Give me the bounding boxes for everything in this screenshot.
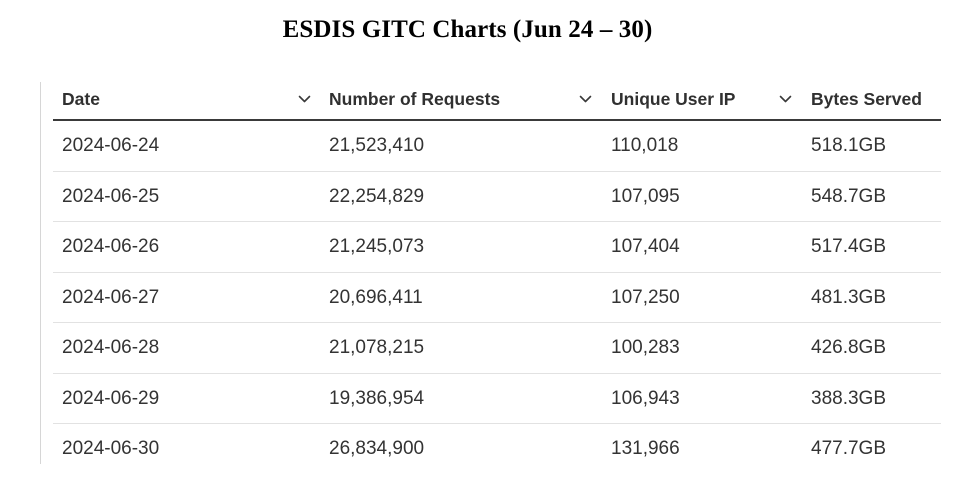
page-title: ESDIS GITC Charts (Jun 24 – 30) (282, 16, 653, 43)
cell-bytes: 477.7GB (811, 438, 886, 459)
column-header-bytes[interactable]: Bytes Served (811, 89, 922, 109)
chevron-down-icon[interactable] (579, 80, 593, 119)
cell-requests: 21,245,073 (329, 236, 425, 257)
cell-bytes: 548.7GB (811, 185, 886, 207)
cell-unique-ip: 107,404 (611, 236, 680, 257)
table-row: 2024-06-25 22,254,829 107,095 548.7GB (53, 172, 941, 222)
table-row: 2024-06-28 21,078,215 100,283 426.8GB (53, 323, 941, 374)
cell-requests: 21,523,410 (329, 135, 425, 156)
cell-date: 2024-06-25 (62, 185, 160, 207)
cell-date: 2024-06-24 (62, 135, 160, 156)
table-header: Date Number of Requests Unique User IP B… (53, 80, 941, 121)
column-header-requests[interactable]: Number of Requests (329, 89, 501, 109)
cell-bytes: 518.1GB (811, 135, 886, 156)
cell-requests: 22,254,829 (329, 185, 425, 207)
cell-unique-ip: 106,943 (611, 387, 680, 409)
cell-requests: 26,834,900 (329, 438, 425, 459)
table-row: 2024-06-26 21,245,073 107,404 517.4GB (53, 222, 941, 273)
cell-unique-ip: 100,283 (611, 337, 680, 358)
cell-bytes: 481.3GB (811, 286, 886, 308)
cell-requests: 20,696,411 (329, 286, 423, 308)
column-header-date[interactable]: Date (62, 89, 100, 109)
stats-table: Date Number of Requests Unique User IP B… (53, 80, 941, 474)
cell-unique-ip: 107,250 (611, 286, 680, 308)
cell-bytes: 426.8GB (811, 337, 886, 358)
column-header-unique-ip[interactable]: Unique User IP (611, 89, 736, 109)
table-row: 2024-06-27 20,696,411 107,250 481.3GB (53, 273, 941, 323)
cell-date: 2024-06-29 (62, 387, 160, 409)
cell-bytes: 388.3GB (811, 387, 886, 409)
cell-unique-ip: 131,966 (611, 438, 680, 459)
cell-date: 2024-06-28 (62, 337, 160, 358)
table-row: 2024-06-30 26,834,900 131,966 477.7GB (53, 424, 941, 474)
cell-date: 2024-06-26 (62, 236, 160, 257)
cell-unique-ip: 107,095 (611, 185, 680, 207)
table-row: 2024-06-24 21,523,410 110,018 518.1GB (53, 121, 941, 172)
chevron-down-icon[interactable] (779, 80, 793, 119)
chevron-down-icon[interactable] (298, 80, 312, 119)
table-left-border (40, 82, 41, 464)
table-row: 2024-06-29 19,386,954 106,943 388.3GB (53, 374, 941, 424)
cell-date: 2024-06-27 (62, 286, 160, 308)
cell-date: 2024-06-30 (62, 438, 160, 459)
cell-bytes: 517.4GB (811, 236, 886, 257)
cell-requests: 21,078,215 (329, 337, 425, 358)
cell-unique-ip: 110,018 (611, 135, 679, 156)
cell-requests: 19,386,954 (329, 387, 425, 409)
